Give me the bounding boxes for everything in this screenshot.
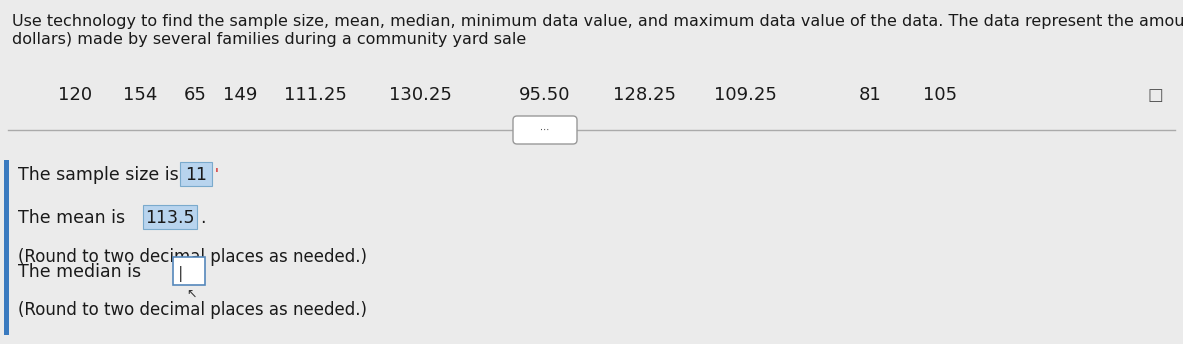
Text: 105: 105 (923, 86, 957, 104)
Text: dollars) made by several families during a community yard sale: dollars) made by several families during… (12, 32, 526, 47)
Text: ': ' (215, 167, 219, 181)
FancyBboxPatch shape (180, 162, 212, 186)
Text: 109.25: 109.25 (713, 86, 776, 104)
Text: The mean is: The mean is (18, 209, 130, 227)
Text: Use technology to find the sample size, mean, median, minimum data value, and ma: Use technology to find the sample size, … (12, 14, 1183, 29)
Text: 113.5: 113.5 (146, 209, 195, 227)
Text: ⋅⋅⋅: ⋅⋅⋅ (541, 125, 550, 135)
Text: .: . (200, 209, 206, 227)
FancyBboxPatch shape (4, 160, 9, 335)
Text: 95.50: 95.50 (519, 86, 570, 104)
Text: 149: 149 (222, 86, 257, 104)
Text: ↖: ↖ (186, 288, 196, 301)
Text: 120: 120 (58, 86, 92, 104)
Text: 154: 154 (123, 86, 157, 104)
Text: |: | (177, 266, 183, 282)
Text: The sample size is: The sample size is (18, 166, 185, 184)
Text: 111.25: 111.25 (284, 86, 347, 104)
Text: 11: 11 (185, 166, 207, 184)
Text: 65: 65 (183, 86, 207, 104)
Text: 81: 81 (859, 86, 881, 104)
Text: The median is: The median is (18, 263, 147, 281)
FancyBboxPatch shape (143, 205, 198, 229)
Text: 130.25: 130.25 (388, 86, 452, 104)
Text: □: □ (1148, 86, 1163, 104)
Text: 128.25: 128.25 (614, 86, 677, 104)
FancyBboxPatch shape (173, 257, 205, 285)
Text: (Round to two decimal places as needed.): (Round to two decimal places as needed.) (18, 248, 367, 266)
FancyBboxPatch shape (513, 116, 577, 144)
Text: (Round to two decimal places as needed.): (Round to two decimal places as needed.) (18, 301, 367, 319)
